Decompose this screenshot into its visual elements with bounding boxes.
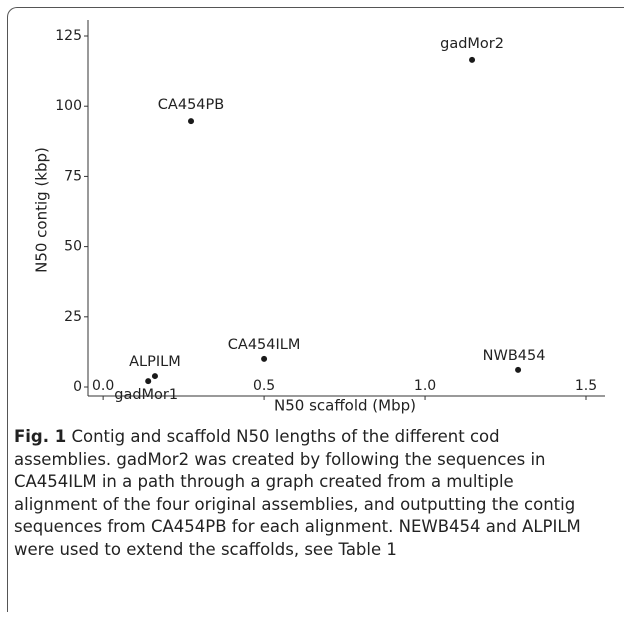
point-label: NWB454 [483, 348, 546, 364]
chart: N50 scaffold (Mbp) N50 contig (kbp) 0.0 0… [33, 20, 605, 415]
y-tick-label: 75 [64, 168, 82, 184]
y-tick-label: 125 [55, 28, 82, 44]
x-tick-label: 1.5 [575, 378, 597, 394]
y-tick-label: 0 [73, 379, 82, 395]
caption: Fig. 1 Contig and scaffold N50 lengths o… [14, 426, 619, 561]
y-tick-label: 100 [55, 98, 82, 114]
figure-frame [7, 7, 624, 612]
caption-line: sequences from CA454PB for each alignmen… [14, 517, 581, 536]
point-label: CA454ILM [228, 337, 301, 353]
point [261, 355, 268, 362]
y-tick-label: 50 [64, 239, 82, 255]
point-label: ALPILM [129, 354, 181, 370]
caption-line: CA454ILM in a path through a graph creat… [14, 472, 514, 491]
caption-line: were used to extend the scaffolds, see T… [14, 539, 397, 559]
x-axis-title: N50 scaffold (Mbp) [274, 397, 416, 415]
x-tick-label: 0.5 [253, 378, 275, 394]
point-label: CA454PB [158, 97, 224, 113]
point-label: gadMor1 [114, 387, 178, 403]
point [188, 118, 195, 125]
caption-label: Fig. 1 [14, 427, 67, 446]
point [151, 373, 158, 380]
x-tick-label: 1.0 [414, 378, 436, 394]
y-tick-label: 25 [64, 309, 82, 325]
caption-line: Contig and scaffold N50 lengths of the d… [71, 427, 500, 446]
point [145, 378, 152, 385]
x-tick-label: 0.0 [92, 378, 114, 394]
caption-line: assemblies. gadMor2 was created by follo… [14, 449, 546, 469]
caption-line: alignment of the four original assemblie… [14, 494, 576, 514]
point-label: gadMor2 [440, 36, 504, 52]
point [469, 56, 476, 63]
y-axis-title: N50 contig (kbp) [33, 147, 51, 273]
point [515, 366, 522, 373]
